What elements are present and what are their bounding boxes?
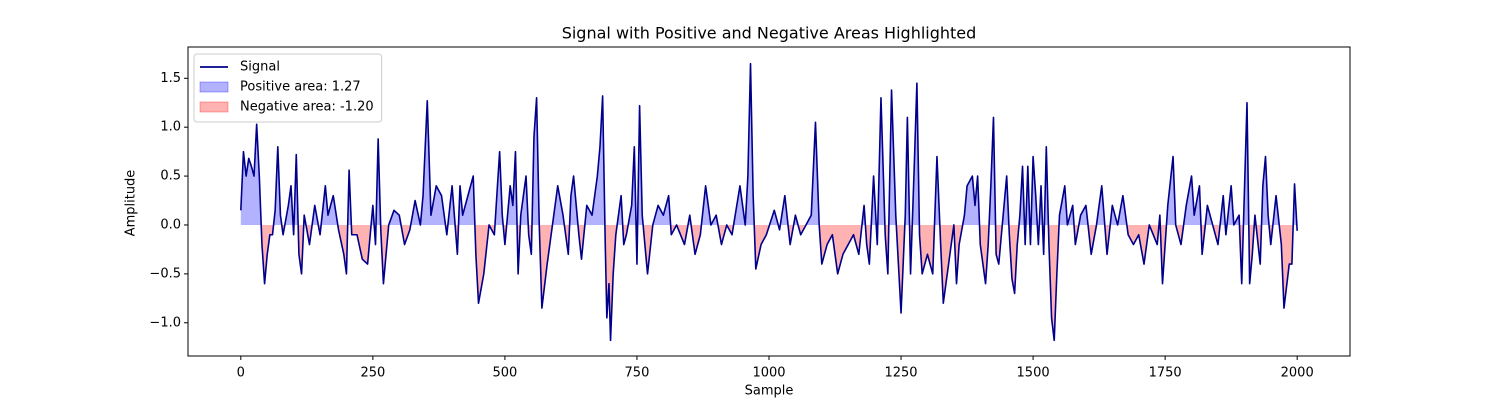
plot-frame bbox=[187, 46, 1351, 357]
legend-patch bbox=[199, 101, 229, 113]
y-tick-label: −0.5 bbox=[149, 266, 181, 281]
y-tick-label: −1.0 bbox=[149, 315, 181, 330]
signal-line bbox=[240, 62, 1298, 342]
y-axis-label: Amplitude bbox=[124, 170, 139, 237]
x-tick-label: 1750 bbox=[1149, 366, 1182, 381]
y-tick-label: 0.5 bbox=[160, 169, 181, 184]
chart-title: Signal with Positive and Negative Areas … bbox=[562, 24, 977, 43]
x-tick-label: 1500 bbox=[1017, 366, 1050, 381]
x-tick-label: 750 bbox=[625, 366, 650, 381]
x-tick-label: 1000 bbox=[752, 366, 785, 381]
x-tick-label: 0 bbox=[237, 366, 245, 381]
x-tick-label: 250 bbox=[360, 366, 385, 381]
legend-patch bbox=[199, 81, 229, 93]
y-tick-label: 0.0 bbox=[160, 217, 181, 232]
x-tick-label: 500 bbox=[492, 366, 517, 381]
signal-area bbox=[240, 63, 1298, 225]
legend-label: Negative area: -1.20 bbox=[240, 100, 374, 115]
x-tick-label: 2000 bbox=[1281, 366, 1314, 381]
x-axis-label: Sample bbox=[745, 384, 794, 399]
legend-box bbox=[193, 53, 383, 123]
legend-label: Signal bbox=[240, 60, 280, 75]
y-tick-label: 1.5 bbox=[160, 71, 181, 86]
y-tick-label: 1.0 bbox=[160, 120, 181, 135]
legend-label: Positive area: 1.27 bbox=[240, 80, 361, 95]
x-tick-label: 1250 bbox=[884, 366, 917, 381]
signal-area bbox=[261, 224, 1298, 341]
